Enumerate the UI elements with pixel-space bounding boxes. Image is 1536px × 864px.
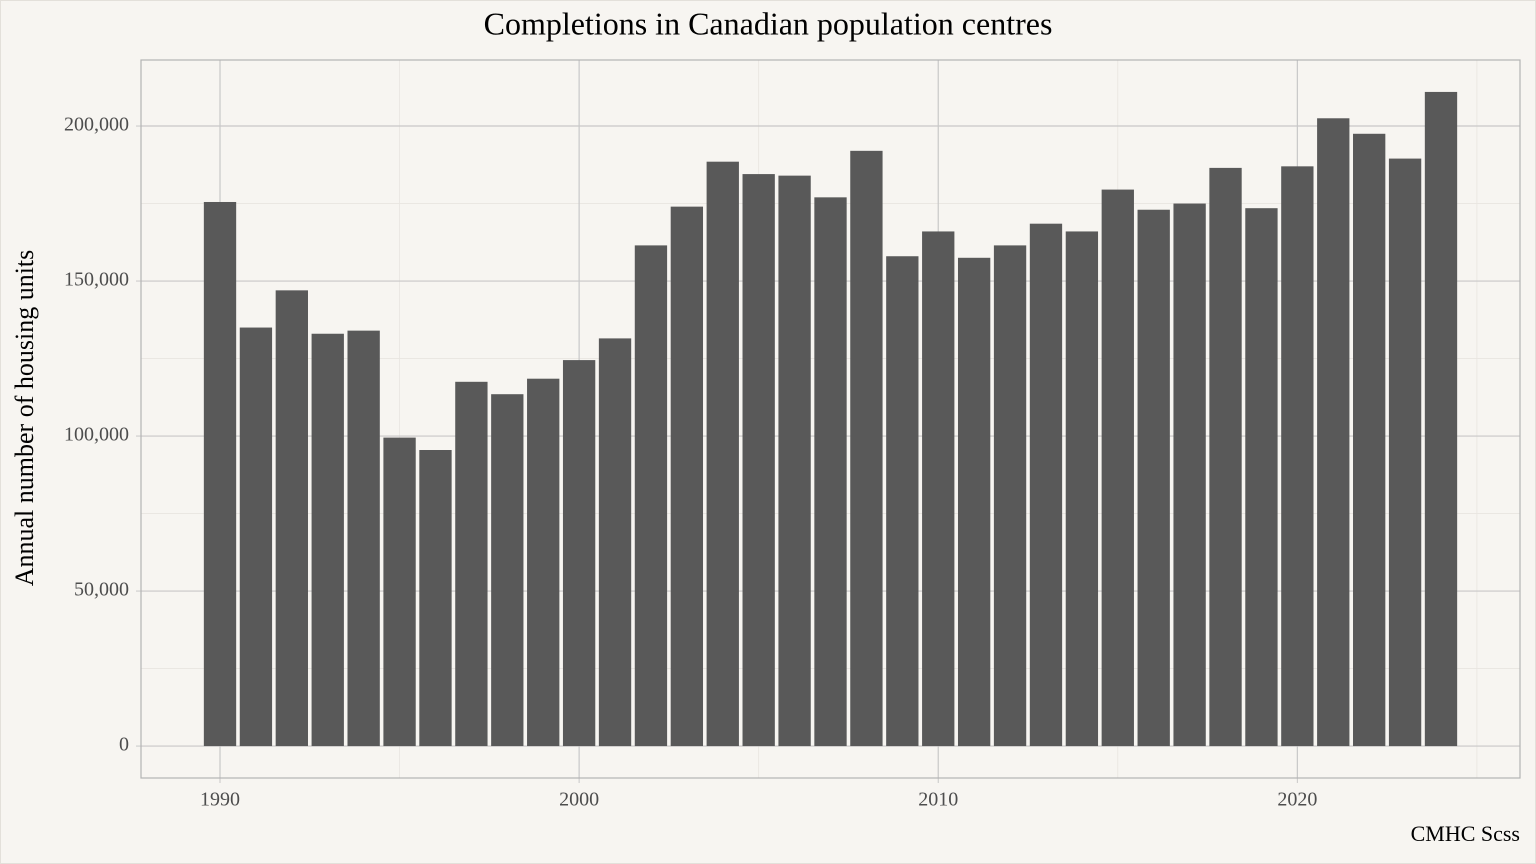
bar xyxy=(850,150,883,747)
bar xyxy=(957,257,991,747)
bar xyxy=(670,206,704,747)
x-tick-label: 1990 xyxy=(200,789,240,811)
plot-border xyxy=(140,59,1521,779)
y-tick-label: 0 xyxy=(119,734,129,756)
bar xyxy=(922,231,955,747)
y-tick-label: 50,000 xyxy=(74,579,129,601)
bar xyxy=(275,290,308,747)
bar xyxy=(1353,133,1386,747)
bar xyxy=(419,450,452,747)
bar xyxy=(1065,231,1099,747)
bar xyxy=(814,197,847,747)
bar xyxy=(706,161,739,747)
bar xyxy=(1101,189,1134,747)
bar xyxy=(491,394,524,747)
bar xyxy=(1173,203,1206,747)
bar xyxy=(1137,209,1170,747)
bar xyxy=(203,201,237,747)
bar xyxy=(562,360,596,747)
bar xyxy=(778,175,811,747)
y-tick-label: 100,000 xyxy=(64,424,129,446)
chart-title: Completions in Canadian population centr… xyxy=(484,5,1053,41)
bar xyxy=(239,327,273,747)
bar xyxy=(598,338,632,747)
x-tick-label: 2020 xyxy=(1277,789,1317,811)
bar xyxy=(993,245,1027,747)
bar xyxy=(347,330,380,747)
bar xyxy=(311,333,344,747)
bar xyxy=(527,378,560,747)
bar xyxy=(634,245,668,747)
bar xyxy=(1388,158,1422,747)
caption: CMHC Scss xyxy=(1411,821,1520,846)
bar xyxy=(1317,118,1350,747)
y-tick-label: 200,000 xyxy=(64,114,129,136)
bar xyxy=(455,381,488,747)
bar xyxy=(1209,167,1242,747)
bar xyxy=(383,437,416,747)
x-tick-label: 2000 xyxy=(559,789,599,811)
bar xyxy=(742,174,775,747)
bar xyxy=(1281,166,1314,747)
bar xyxy=(1029,223,1063,747)
bar xyxy=(886,256,919,747)
bar xyxy=(1424,91,1458,747)
bar xyxy=(1245,208,1278,747)
y-axis-label: Annual number of housing units xyxy=(10,250,39,587)
x-tick-label: 2010 xyxy=(918,789,958,811)
y-tick-label: 150,000 xyxy=(64,269,129,291)
